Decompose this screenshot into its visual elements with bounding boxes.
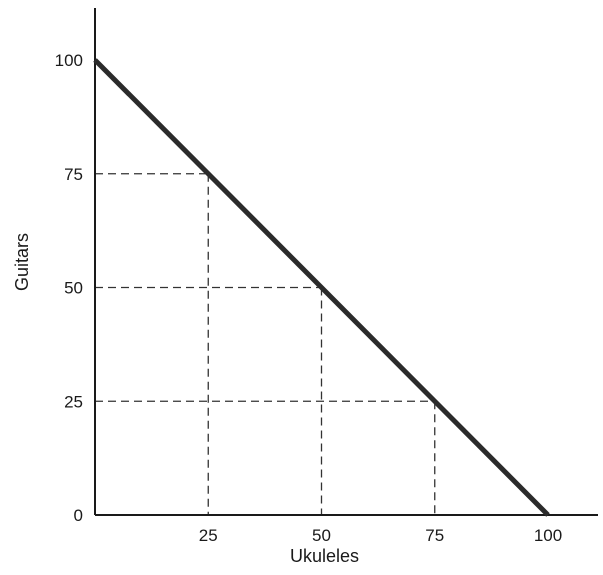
x-tick-label: 100 <box>534 526 562 545</box>
y-tick-label: 0 <box>74 506 83 525</box>
x-axis-title: Ukuleles <box>290 546 359 566</box>
ppf-line <box>93 58 550 517</box>
y-axis-title: Guitars <box>12 233 32 291</box>
y-tick-label: 75 <box>64 165 83 184</box>
axes <box>94 8 598 516</box>
data-series <box>93 58 550 517</box>
y-tick-label: 100 <box>55 51 83 70</box>
x-tick-label: 50 <box>312 526 331 545</box>
y-tick-labels: 0 25 50 75 100 <box>55 51 83 525</box>
x-tick-label: 25 <box>199 526 218 545</box>
x-tick-label: 75 <box>425 526 444 545</box>
dashed-guides <box>95 173 436 515</box>
y-tick-label: 25 <box>64 392 83 411</box>
x-tick-labels: 25 50 75 100 <box>199 526 562 545</box>
y-tick-label: 50 <box>64 279 83 298</box>
